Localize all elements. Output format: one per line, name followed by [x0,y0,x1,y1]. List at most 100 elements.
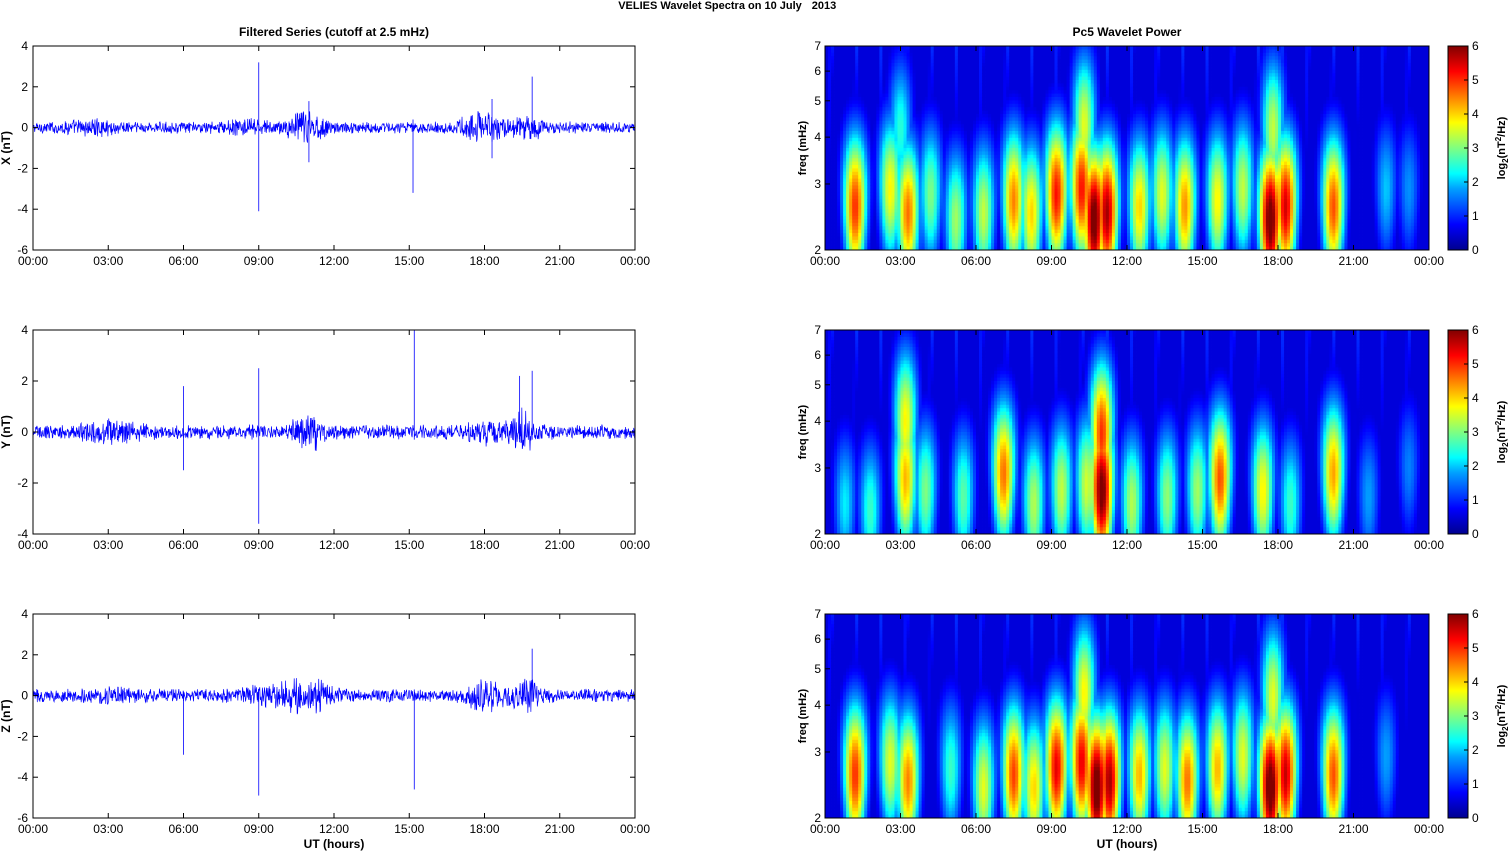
heatmap-cell [967,138,970,142]
heatmap-cell [1012,243,1015,247]
heatmap-cell [864,223,867,227]
heatmap-cell [828,226,831,230]
heatmap-cell [910,213,913,217]
heatmap-cell [919,151,922,155]
heatmap-cell [946,117,949,121]
heatmap-cell [982,77,985,81]
heatmap-cell [946,66,949,70]
heatmap-cell [1027,66,1030,70]
heatmap-cell [1030,175,1033,179]
heatmap-cell [994,80,997,84]
heatmap-cell [937,128,940,132]
heatmap-cell [925,138,928,142]
heatmap-cell [834,56,837,60]
heatmap-cell [828,107,831,111]
heatmap-cell [964,138,967,142]
heatmap-cell [919,175,922,179]
heatmap-cell [858,230,861,234]
heatmap-cell [834,209,837,213]
heatmap-cell [1027,202,1030,206]
heatmap-cell [970,107,973,111]
heatmap-cell [913,66,916,70]
heatmap-cell [988,165,991,169]
heatmap-cell [940,49,943,53]
heatmap-cell [937,111,940,115]
heatmap-cell [967,168,970,172]
heatmap-cell [1012,179,1015,183]
heatmap-cell [876,73,879,77]
heatmap-cell [964,111,967,115]
heatmap-cell [937,46,940,50]
heatmap-cell [934,111,937,115]
heatmap-cell [1012,66,1015,70]
heatmap-cell [1015,216,1018,220]
heatmap-cell [979,131,982,135]
heatmap-cell [897,77,900,81]
heatmap-cell [888,158,891,162]
heatmap-cell [852,230,855,234]
heatmap-cell [843,121,846,125]
heatmap-cell [922,46,925,50]
heatmap-cell [843,90,846,94]
heatmap-cell [1015,172,1018,176]
heatmap-cell [973,226,976,230]
heatmap-cell [913,151,916,155]
heatmap-cell [885,63,888,67]
heatmap-cell [946,94,949,98]
heatmap-cell [928,179,931,183]
heatmap-cell [976,213,979,217]
heatmap-cell [943,138,946,142]
heatmap-cell [1012,233,1015,237]
heatmap-cell [916,168,919,172]
heatmap-cell [922,168,925,172]
heatmap-cell [834,121,837,125]
heatmap-cell [894,236,897,240]
heatmap-cell [876,70,879,74]
heatmap-cell [937,162,940,166]
heatmap-cell [937,56,940,60]
heatmap-cell [904,199,907,203]
heatmap-cell [882,77,885,81]
heatmap-cell [864,107,867,111]
heatmap-cell [955,196,958,200]
heatmap-cell [849,155,852,159]
heatmap-cell [888,111,891,115]
heatmap-cell [973,192,976,196]
heatmap-cell [943,145,946,149]
heatmap-cell [882,199,885,203]
heatmap-cell [858,213,861,217]
heatmap-cell [885,77,888,81]
heatmap-cell [934,236,937,240]
heatmap-cell [885,158,888,162]
heatmap-cell [891,226,894,230]
heatmap-cell [1012,46,1015,50]
heatmap-cell [907,206,910,210]
heatmap-cell [931,49,934,53]
heatmap-cell [849,56,852,60]
heatmap-cell [852,179,855,183]
heatmap-cell [910,107,913,111]
heatmap-cell [973,145,976,149]
heatmap-cell [843,104,846,108]
heatmap-cell [922,192,925,196]
heatmap-cell [855,104,858,108]
heatmap-cell [1000,219,1003,223]
heatmap-cell [1000,230,1003,234]
heatmap-cell [825,70,828,74]
heatmap-cell [991,168,994,172]
heatmap-cell [852,100,855,104]
heatmap-cell [913,121,916,125]
heatmap-cell [867,243,870,247]
heatmap-cell [1024,168,1027,172]
heatmap-cell [885,53,888,57]
heatmap-cell [882,145,885,149]
heatmap-cell [882,206,885,210]
heatmap-cell [952,141,955,145]
heatmap-cell [910,131,913,135]
heatmap-cell [849,97,852,101]
heatmap-cell [837,80,840,84]
heatmap-cell [1027,185,1030,189]
heatmap-cell [985,196,988,200]
heatmap-cell [964,240,967,244]
heatmap-cell [958,196,961,200]
